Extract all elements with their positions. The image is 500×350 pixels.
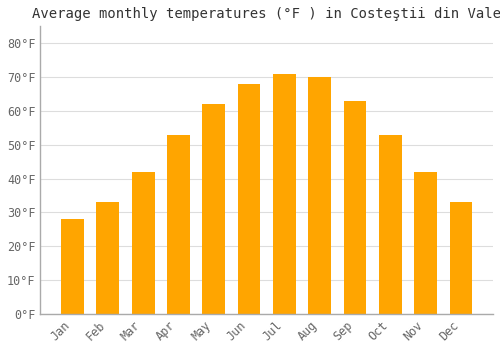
Bar: [379, 134, 402, 314]
Bar: [273, 74, 296, 314]
Bar: [308, 77, 331, 314]
Bar: [344, 101, 366, 314]
Bar: [96, 202, 119, 314]
Bar: [202, 104, 225, 314]
Bar: [61, 219, 84, 314]
Bar: [238, 84, 260, 314]
Bar: [414, 172, 437, 314]
Title: Average monthly temperatures (°F ) in Costeştii din Vale: Average monthly temperatures (°F ) in Co…: [32, 7, 500, 21]
Bar: [450, 202, 472, 314]
Bar: [167, 134, 190, 314]
Bar: [132, 172, 154, 314]
